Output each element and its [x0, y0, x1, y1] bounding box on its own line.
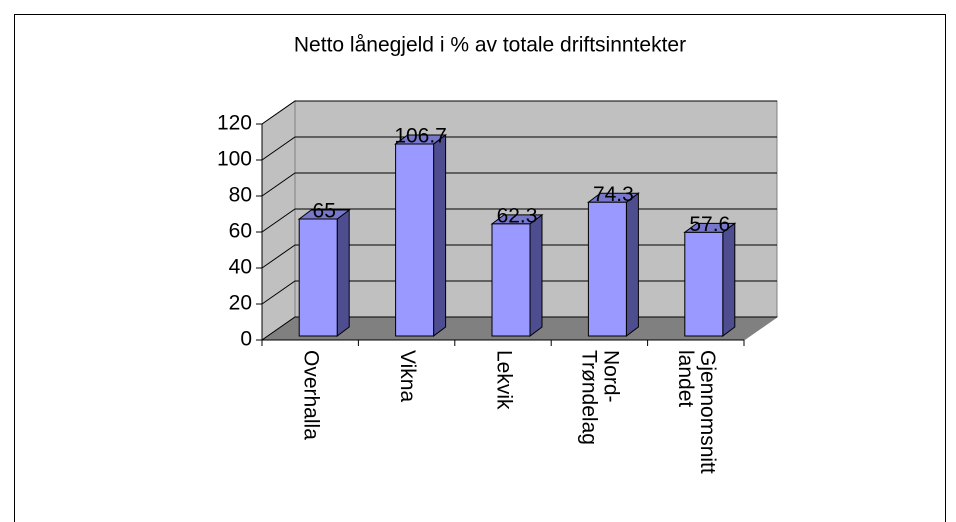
y-tick-label: 0: [240, 328, 252, 351]
x-tick-label: Overhalla: [300, 350, 323, 440]
x-tick-label: Nord-Trøndelag: [578, 350, 623, 445]
bar-side: [722, 222, 736, 337]
data-label: 74.3: [593, 183, 634, 206]
data-label: 65: [313, 200, 336, 223]
bar-side: [336, 209, 350, 337]
bar-front: [587, 201, 627, 337]
y-tick-label: 40: [229, 256, 252, 279]
x-tick-label: Lekvik: [492, 350, 515, 410]
bar: [490, 213, 544, 337]
y-tick-label: 100: [217, 148, 252, 171]
bar: [683, 222, 737, 337]
bar-side: [625, 192, 639, 337]
chart-title: Netto lånegjeld i % av totale driftsinnt…: [294, 34, 686, 57]
bar-front: [491, 223, 531, 337]
bar-front: [395, 143, 435, 337]
bar: [394, 133, 448, 337]
bar: [586, 192, 640, 337]
x-tick-label: Gjennomsnittlandet: [674, 350, 719, 474]
y-tick-label: 80: [229, 184, 252, 207]
bar-side: [433, 133, 447, 337]
data-label: 106.7: [394, 124, 447, 147]
grid-line: [261, 100, 777, 125]
data-label: 57.6: [689, 213, 730, 236]
y-tick-label: 120: [217, 112, 252, 135]
x-tick-label: Vikna: [396, 350, 419, 402]
grid-line: [261, 136, 777, 161]
data-label: 62.3: [497, 204, 538, 227]
grid-line: [261, 172, 777, 197]
bar-front: [684, 231, 724, 337]
y-tick-label: 60: [229, 220, 252, 243]
bar: [297, 209, 351, 337]
y-tick-label: 20: [229, 292, 252, 315]
bar-side: [529, 213, 543, 337]
bar-front: [298, 218, 338, 337]
